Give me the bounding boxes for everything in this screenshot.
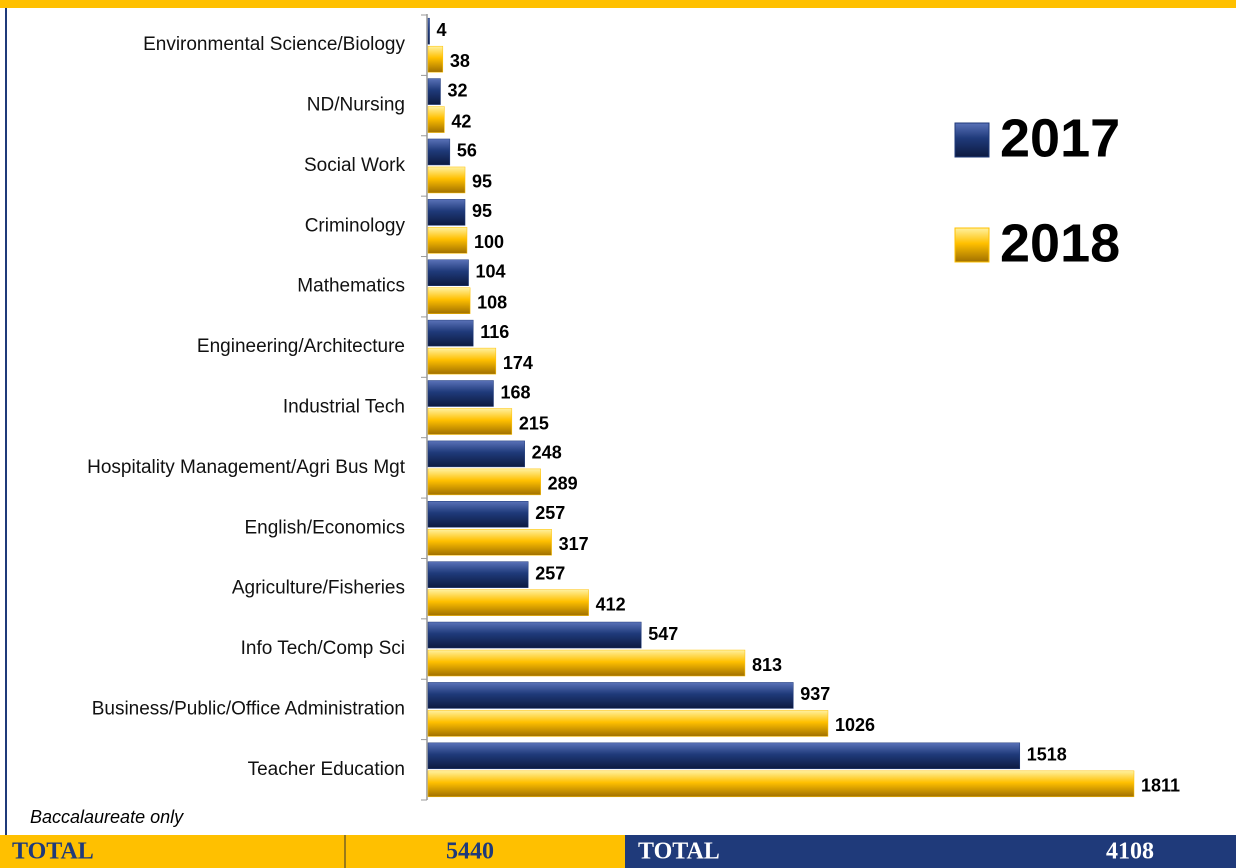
bar	[427, 319, 474, 347]
footer-left	[0, 835, 625, 868]
bar	[427, 501, 529, 528]
bar	[427, 468, 541, 496]
value-label: 4	[437, 20, 447, 40]
y-tick-label: Engineering/Architecture	[197, 336, 405, 357]
bar	[427, 440, 525, 468]
value-label: 317	[559, 534, 589, 554]
y-tick-label: Criminology	[305, 215, 406, 236]
y-tick-label: Mathematics	[297, 276, 405, 297]
bar	[427, 589, 589, 616]
value-label: 547	[648, 624, 678, 644]
value-label: 937	[800, 684, 830, 704]
footer-right	[625, 835, 1236, 868]
bar	[427, 529, 552, 556]
bar	[427, 408, 513, 435]
bar	[427, 347, 497, 375]
bar	[427, 380, 494, 407]
bar	[427, 621, 642, 649]
value-label: 168	[500, 382, 530, 402]
value-label: 116	[480, 322, 509, 342]
value-label: 38	[450, 51, 470, 71]
value-label: 104	[476, 261, 506, 281]
bar	[427, 649, 746, 677]
value-label: 1026	[835, 715, 875, 735]
bar	[427, 17, 430, 45]
y-tick-label: Business/Public/Office Administration	[92, 698, 405, 719]
bar	[427, 710, 829, 737]
value-label: 100	[474, 232, 504, 252]
value-label: 813	[752, 655, 782, 675]
legend-label: 2017	[1000, 108, 1120, 168]
bar	[427, 227, 468, 254]
bar	[427, 742, 1021, 770]
footer-cell: TOTAL	[638, 839, 720, 865]
y-tick-label: Social Work	[304, 155, 406, 176]
bar	[427, 682, 794, 709]
y-tick-label: Agriculture/Fisheries	[232, 578, 405, 599]
value-label: 289	[548, 474, 578, 494]
value-label: 95	[472, 172, 492, 192]
value-label: 248	[532, 443, 562, 463]
bar	[427, 166, 466, 194]
top-band	[0, 0, 1236, 8]
bar	[427, 106, 445, 133]
footer-cell: TOTAL	[12, 839, 94, 865]
footer-cell: 5440	[446, 839, 494, 865]
y-tick-label: English/Economics	[244, 517, 405, 538]
value-label: 42	[451, 111, 471, 131]
y-tick-label: Hospitality Management/Agri Bus Mgt	[87, 457, 406, 478]
y-tick-label: Info Tech/Comp Sci	[241, 638, 405, 659]
footer-cell: 4108	[1106, 839, 1154, 865]
bar	[427, 45, 444, 73]
value-label: 95	[472, 201, 492, 221]
note: Baccalaureate only	[30, 807, 184, 827]
y-tick-label: Environmental Science/Biology	[143, 34, 405, 55]
legend-swatch	[954, 227, 990, 263]
bar	[427, 78, 441, 105]
y-tick-label: Industrial Tech	[283, 397, 405, 418]
value-label: 108	[477, 292, 507, 312]
y-tick-label: ND/Nursing	[307, 95, 405, 116]
value-label: 1518	[1027, 745, 1067, 765]
bar	[427, 561, 529, 588]
value-label: 257	[535, 503, 565, 523]
value-label: 1811	[1141, 776, 1180, 796]
legend-swatch	[954, 122, 990, 158]
y-tick-label: Teacher Education	[248, 759, 405, 780]
bar	[427, 259, 469, 286]
bar	[427, 287, 471, 314]
bar	[427, 770, 1135, 798]
value-label: 215	[519, 413, 549, 433]
value-label: 412	[596, 594, 626, 614]
value-label: 257	[535, 563, 565, 583]
legend-label: 2018	[1000, 213, 1120, 273]
value-label: 32	[447, 80, 467, 100]
value-label: 56	[457, 141, 477, 161]
bar	[427, 199, 466, 226]
bar	[427, 138, 451, 166]
value-label: 174	[503, 353, 533, 373]
